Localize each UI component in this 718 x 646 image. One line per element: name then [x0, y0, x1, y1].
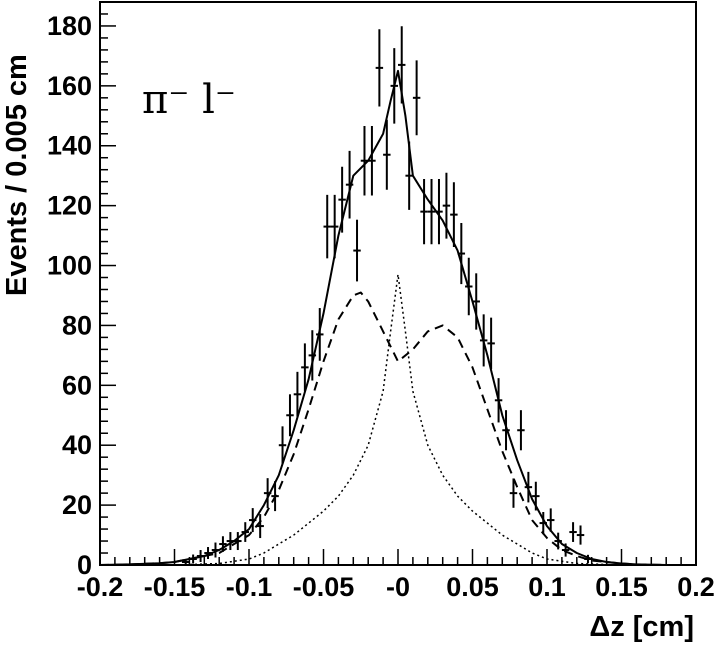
- data-point: [375, 29, 384, 107]
- data-point: [360, 125, 369, 196]
- data-point: [569, 522, 577, 542]
- data-point: [547, 508, 555, 532]
- data-point: [398, 26, 406, 104]
- y-tick-label: 180: [47, 11, 92, 41]
- y-tick-label: 100: [47, 251, 92, 281]
- x-tick-label: 0.2: [677, 572, 715, 602]
- data-point: [479, 314, 488, 367]
- curves: [99, 69, 696, 566]
- data-point: [368, 125, 376, 196]
- data-point: [517, 410, 525, 451]
- data-point: [226, 532, 235, 551]
- data-point: [427, 178, 436, 245]
- data-point: [584, 554, 592, 564]
- data-point: [323, 194, 331, 259]
- x-axis: -0.2 -0.15 -0.1 -0.05 -0 0.05 0.1 0.15 0.2: [77, 549, 715, 602]
- data-point: [502, 410, 510, 451]
- data-point: [316, 308, 324, 361]
- x-tick-label: 0.05: [446, 572, 499, 602]
- data-point: [383, 119, 391, 190]
- data-point: [405, 141, 413, 210]
- y-tick-label: 160: [47, 71, 92, 101]
- x-tick-label: -0.1: [226, 572, 273, 602]
- data-point: [345, 150, 354, 219]
- data-point: [442, 172, 451, 239]
- data-point: [286, 394, 294, 437]
- y-tick-label: 80: [62, 310, 92, 340]
- data-point: [465, 257, 473, 316]
- data-point: [189, 554, 197, 564]
- x-tick-label: 0.15: [595, 572, 648, 602]
- y-tick-label: 0: [77, 550, 92, 580]
- data-point: [219, 536, 227, 552]
- data-point: [412, 60, 421, 136]
- data-point: [554, 532, 562, 550]
- y-axis: 0 20 40 60 80 100 120 140 160 180: [47, 11, 116, 580]
- data-point: [271, 481, 279, 512]
- data-point: [524, 471, 533, 503]
- x-axis-title: Δz [cm]: [589, 611, 694, 643]
- data-point: [494, 378, 503, 423]
- y-tick-label: 60: [62, 370, 92, 400]
- data-point: [249, 508, 257, 533]
- data-point: [204, 547, 212, 560]
- data-point: [256, 514, 264, 539]
- data-point: [196, 550, 205, 563]
- data-point: [532, 481, 540, 511]
- x-tick-label: -0.15: [144, 572, 206, 602]
- data-point: [293, 371, 302, 417]
- data-point: [561, 543, 570, 557]
- data-point: [263, 478, 272, 509]
- y-tick-label: 120: [47, 191, 92, 221]
- x-tick-label: -0.05: [293, 572, 355, 602]
- x-tick-label: 0.1: [528, 572, 566, 602]
- data-point: [450, 182, 458, 247]
- data-point: [353, 219, 361, 282]
- y-tick-label: 140: [47, 131, 92, 161]
- data-point: [181, 559, 190, 565]
- data-point: [211, 542, 220, 558]
- data-point: [330, 194, 339, 259]
- data-point: [509, 478, 518, 508]
- x-tick-label: -0: [386, 572, 410, 602]
- legend-annotation: π⁻ l⁻: [142, 77, 236, 123]
- data-point: [241, 522, 249, 542]
- data-point: [308, 330, 317, 381]
- data-point: [457, 223, 466, 285]
- data-point: [472, 273, 480, 330]
- fit-curve-dashed: [99, 291, 696, 566]
- fit-curve-solid: [99, 69, 696, 566]
- y-axis-title: Events / 0.005 cm: [1, 54, 33, 296]
- y-tick-label: 20: [62, 490, 92, 520]
- fit-curve-dotted: [100, 273, 696, 566]
- y-tick-label: 40: [62, 430, 92, 460]
- data-point: [234, 532, 242, 551]
- data-point: [390, 48, 398, 124]
- data-point: [420, 178, 428, 245]
- data-point: [338, 166, 346, 233]
- data-point: [539, 511, 547, 535]
- data-points: [181, 26, 592, 565]
- data-point: [435, 178, 443, 245]
- x-tick-label: -0.2: [77, 572, 124, 602]
- data-point: [576, 525, 585, 545]
- data-point: [487, 317, 495, 370]
- data-point: [301, 343, 309, 392]
- data-point: [278, 426, 287, 465]
